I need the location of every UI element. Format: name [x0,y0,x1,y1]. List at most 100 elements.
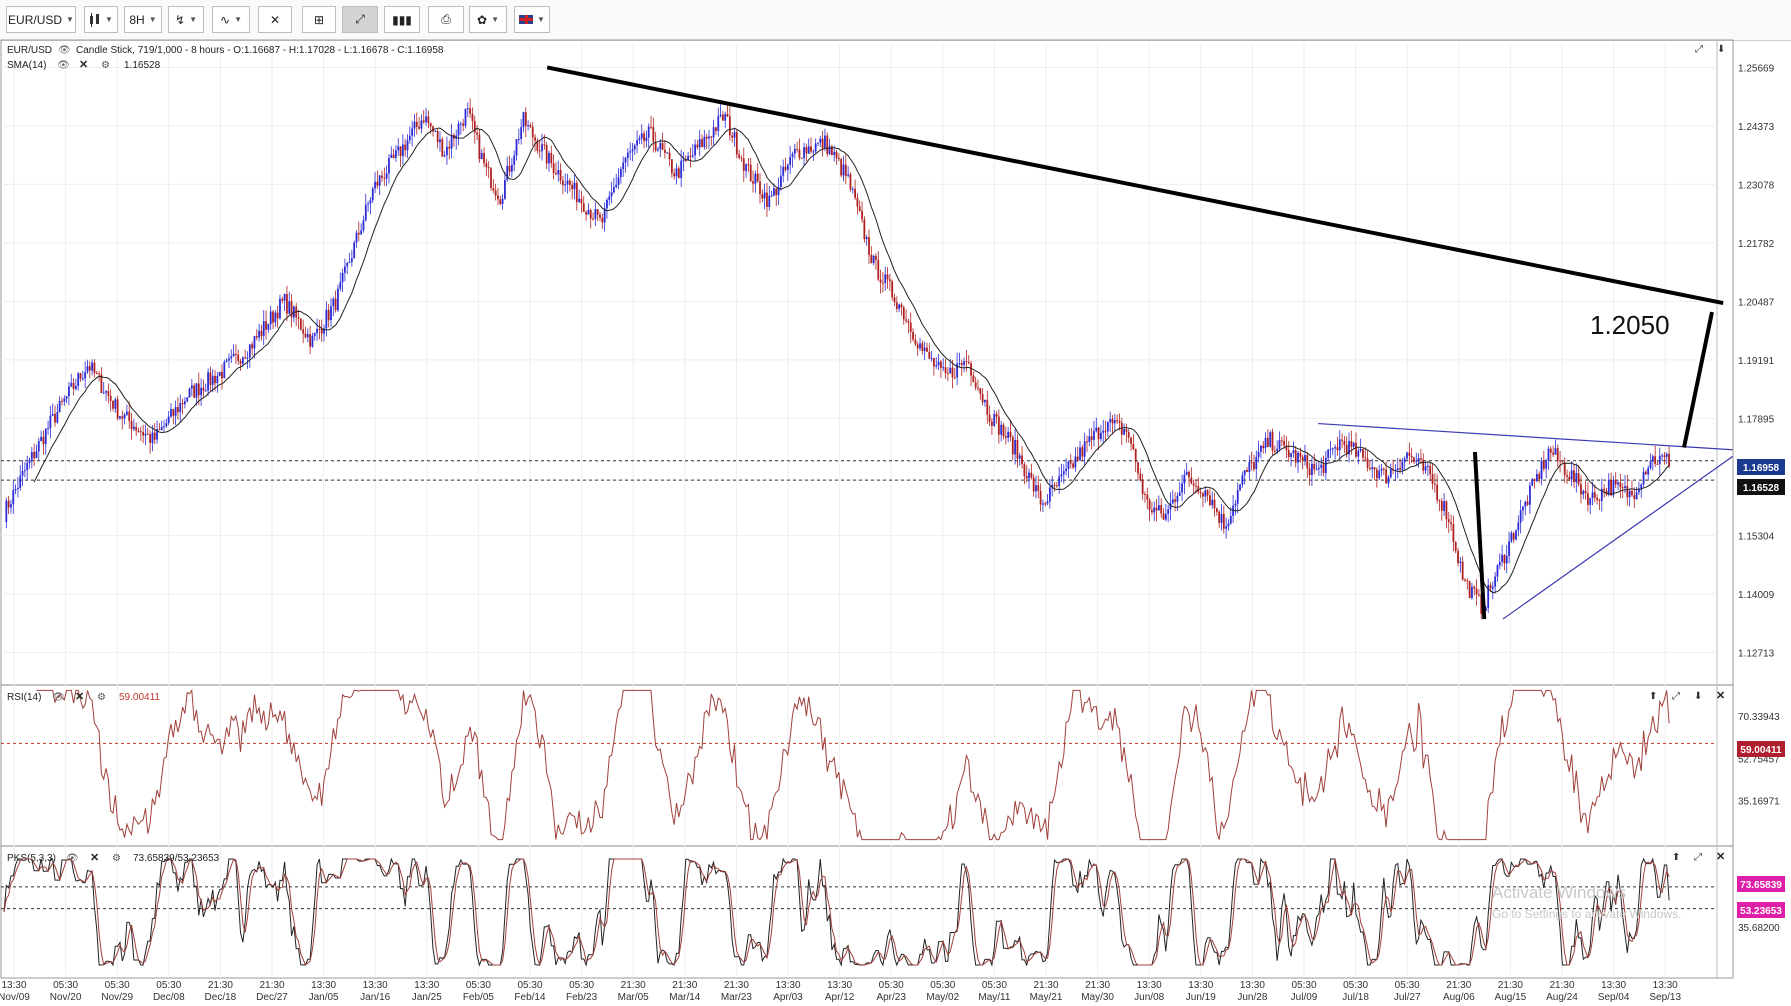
pks-badge-2 [1737,902,1785,918]
candle-body [951,367,954,378]
candle-body [939,361,942,368]
candle-body [1568,476,1571,480]
candle-body [146,433,149,435]
expand-icon[interactable]: ⤢ [1694,852,1702,863]
expand-icon[interactable]: ⤢ [1695,44,1703,55]
timeframe-select[interactable]: 8H ▼ [124,6,162,33]
chevron-down-icon: ▼ [537,15,545,24]
candle-body [1004,436,1007,438]
candle-body [418,126,421,129]
symbol-label: EUR/USD [8,12,63,27]
gear-icon[interactable]: ⚙ [101,60,110,71]
candle-body [1317,467,1320,470]
candle-description: Candle Stick, 719/1,000 - 8 hours - O:1.… [76,45,444,56]
candlestick-icon [90,12,100,27]
candle-body [575,182,578,203]
close-icon[interactable]: ✕ [75,691,84,703]
close-icon[interactable]: ✕ [1716,851,1725,863]
candle-body [1633,495,1636,499]
candle-body [1450,522,1452,525]
candle-body [1369,468,1371,470]
close-icon[interactable]: ✕ [90,852,99,864]
candle-body [330,306,332,321]
move-down-icon[interactable]: ⬇ [1694,691,1702,702]
candle-body [1433,483,1436,485]
candle-body [1508,541,1510,556]
gear-icon[interactable]: ⚙ [97,692,106,703]
candle-body [807,146,810,154]
print-button[interactable]: ⎙ [428,6,464,33]
eye-icon[interactable]: 👁 [57,60,70,71]
compare-button[interactable]: ✕ [258,6,292,33]
candle-body [1262,445,1265,449]
drawing-tools-button[interactable]: ↯ ▼ [168,6,204,33]
eye-icon[interactable]: 👁 [58,45,71,56]
language-button[interactable]: ▼ [514,6,550,33]
candle-body [478,134,481,159]
candle-body [731,135,734,138]
candle-body [536,140,539,151]
candle-body [121,416,124,419]
rsi-badge [1737,741,1785,757]
candle-body [72,382,75,389]
candle-body [1299,452,1302,457]
candle-body [464,108,467,126]
candle-body [826,135,829,154]
candle-body [888,279,891,282]
expand-icon[interactable]: ⤢ [1672,691,1680,702]
volume-button[interactable]: ▮▮▮ [384,6,420,33]
x-tick-date: Jul/09 [1291,992,1318,1003]
close-icon[interactable]: ✕ [79,59,88,71]
long-term-resistance-line [546,65,1724,306]
candle-body [791,153,794,157]
close-icon[interactable]: ✕ [1716,690,1725,702]
candle-body [1301,456,1304,461]
candle-body [1559,460,1561,462]
candle-body [877,259,880,280]
candle-body [1359,449,1362,451]
gear-icon[interactable]: ⚙ [112,853,121,864]
move-up-icon[interactable]: ⬆ [1672,852,1680,863]
candle-body [1067,461,1070,469]
symbol-select[interactable]: EUR/USD ▼ [6,6,76,33]
candle-body [1489,585,1492,589]
candle-body [1457,550,1459,564]
candle-body [821,138,824,149]
candle-body [448,146,451,149]
candle-body [1253,462,1255,470]
candle-body [492,188,495,191]
candle-body [1146,494,1149,500]
candle-body [902,307,905,320]
candle-body [763,192,766,199]
flag-uk-icon [519,15,534,24]
candle-body [1273,450,1276,452]
candle-body [207,372,209,391]
candle-body [698,138,701,148]
candle-body [636,140,638,146]
candle-body [364,204,367,221]
eye-icon[interactable]: 👁 [52,692,65,703]
crosshair-button[interactable]: ⊞ [302,6,336,33]
candle-body [1522,506,1524,511]
candle-body [209,372,212,385]
candle-body [1044,503,1047,505]
move-down-icon[interactable]: ⬇ [1717,44,1725,55]
candle-body [1373,467,1376,470]
chart-style-button[interactable]: ▼ [84,6,118,33]
candle-body [1607,480,1610,495]
candle-body [1570,470,1573,480]
candle-body [1338,439,1341,451]
eye-icon[interactable]: 👁 [66,853,79,864]
zoom-fit-button[interactable]: ⤢ [342,6,378,33]
settings-button[interactable]: ✿ ▼ [469,6,507,33]
x-tick-time: 05:30 [1343,980,1368,991]
candle-body [531,126,534,138]
candle-body [281,298,284,301]
candle-body [726,114,729,117]
candle-body [1278,440,1281,449]
candle-body [1471,586,1473,599]
candle-body [455,135,458,139]
move-up-icon[interactable]: ⬆ [1649,691,1657,702]
indicators-button[interactable]: ∿ ▼ [212,6,250,33]
candle-body [596,209,599,215]
